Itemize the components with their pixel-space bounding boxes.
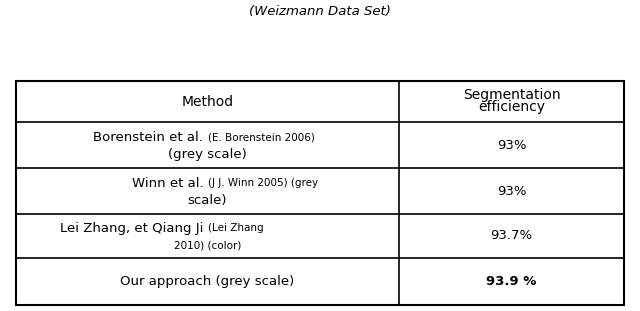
Text: 93.7%: 93.7% xyxy=(490,230,532,243)
Text: efficiency: efficiency xyxy=(478,100,545,114)
Text: Method: Method xyxy=(182,95,234,109)
Text: Lei Zhang, et Qiang Ji: Lei Zhang, et Qiang Ji xyxy=(60,222,207,235)
Bar xyxy=(16,81,624,305)
Text: (J J. Winn 2005) (grey: (J J. Winn 2005) (grey xyxy=(207,179,317,188)
Text: (grey scale): (grey scale) xyxy=(168,148,247,161)
Text: 93%: 93% xyxy=(497,139,526,152)
Text: 2010) (color): 2010) (color) xyxy=(174,240,241,250)
Text: Our approach (grey scale): Our approach (grey scale) xyxy=(120,275,294,288)
Text: 93.9 %: 93.9 % xyxy=(486,275,537,288)
Text: 93%: 93% xyxy=(497,185,526,198)
Text: (Lei Zhang: (Lei Zhang xyxy=(207,223,263,233)
Text: Winn et al.: Winn et al. xyxy=(132,177,207,190)
Text: scale): scale) xyxy=(188,194,227,207)
Text: (Weizmann Data Set): (Weizmann Data Set) xyxy=(249,5,391,18)
Text: Borenstein et al.: Borenstein et al. xyxy=(93,131,207,144)
Text: (E. Borenstein 2006): (E. Borenstein 2006) xyxy=(207,132,314,142)
Text: Segmentation: Segmentation xyxy=(463,88,561,102)
